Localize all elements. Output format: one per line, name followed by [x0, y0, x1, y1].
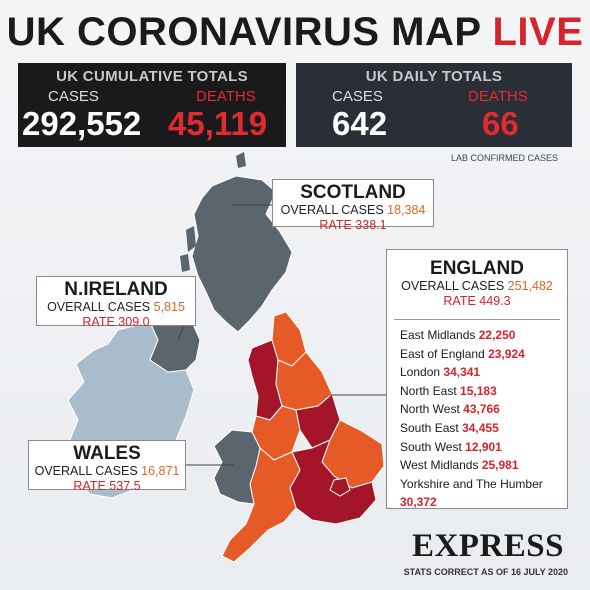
scotland-rate: RATE 338.1 [319, 218, 387, 232]
region-value: 34,341 [443, 365, 481, 380]
region-name: South East [400, 420, 459, 435]
england-regions-list: East Midlands 22,250 East of England 23,… [387, 326, 567, 512]
cumulative-cases-value: 292,552 [22, 105, 142, 142]
region-item: 30,372 [400, 493, 567, 512]
region-name: West Midlands [400, 458, 479, 473]
region-name: London [400, 365, 441, 380]
region-name: East of England [400, 346, 485, 361]
cumulative-deaths-value: 45,119 [168, 105, 268, 142]
cumulative-totals-panel: UK CUMULATIVE TOTALS CASES DEATHS 292,55… [18, 63, 286, 147]
region-item: North West 43,766 [400, 400, 567, 419]
wales-overall: OVERALL CASES 16,871 [29, 464, 185, 479]
scotland-overall-label: OVERALL CASES [280, 203, 384, 217]
region-item: East of England 23,924 [400, 345, 567, 364]
cumulative-deaths-label: DEATHS [196, 88, 256, 105]
scotland-islands [180, 152, 246, 272]
region-item: South West 12,901 [400, 438, 567, 457]
page-title: UK CORONAVIRUS MAP LIVE [0, 10, 590, 55]
region-item: North East 15,183 [400, 382, 567, 401]
daily-cases-label: CASES [332, 88, 383, 105]
region-item: East Midlands 22,250 [400, 326, 567, 345]
wales-overall-value: 16,871 [141, 464, 180, 478]
region-value: 43,766 [463, 402, 500, 417]
region-value: 22,250 [478, 328, 516, 342]
express-logo: EXPRESS [411, 528, 565, 564]
wales-rate: RATE 537.5 [73, 479, 141, 493]
region-value: 25,981 [481, 458, 519, 473]
england-rate: RATE 449.3 [443, 294, 511, 308]
region-name: South West [400, 439, 462, 454]
wales-name: WALES [73, 443, 141, 464]
england-info-box: ENGLAND OVERALL CASES 251,482 RATE 449.3… [386, 249, 568, 509]
daily-cases-value: 642 [332, 105, 388, 142]
region-name: North East [400, 383, 457, 398]
region-item: London 34,341 [400, 363, 567, 382]
wales-overall-label: OVERALL CASES [34, 464, 138, 478]
scotland-info-box: SCOTLAND OVERALL CASES 18,384 RATE 338.1 [272, 179, 434, 232]
region-value: 12,901 [465, 439, 502, 454]
england-overall-value: 251,482 [507, 279, 553, 293]
n-ireland-overall-value: 5,815 [153, 300, 185, 314]
title-main: UK CORONAVIRUS MAP [6, 10, 481, 54]
region-item: West Midlands 25,981 [400, 456, 567, 475]
england-overall: OVERALL CASES 251,482 [387, 279, 567, 294]
region-value: 34,455 [462, 420, 499, 435]
region-name: Yorkshire and The Humber [400, 476, 543, 491]
daily-deaths-value: 66 [482, 105, 519, 142]
region-item: South East 34,455 [400, 419, 567, 438]
n-ireland-info-box: N.IRELAND OVERALL CASES 5,815 RATE 309.0 [36, 276, 196, 329]
region-name: East Midlands [400, 328, 476, 342]
daily-title: UK DAILY TOTALS [365, 68, 503, 85]
n-ireland-name: N.IRELAND [64, 279, 168, 300]
scotland-name: SCOTLAND [300, 182, 406, 203]
n-ireland-rate: RATE 309.0 [82, 315, 150, 329]
england-name: ENGLAND [430, 258, 524, 279]
region-item: Yorkshire and The Humber [400, 475, 567, 494]
n-ireland-overall-label: OVERALL CASES [47, 300, 151, 314]
daily-deaths-label: DEATHS [468, 88, 528, 105]
n-ireland-overall: OVERALL CASES 5,815 [37, 300, 195, 315]
england-divider [394, 319, 560, 320]
region-value: 30,372 [400, 495, 437, 510]
cumulative-title: UK CUMULATIVE TOTALS [56, 68, 248, 85]
region-value: 23,924 [488, 346, 525, 361]
england-london [329, 477, 351, 497]
region-name: North West [400, 402, 460, 417]
scotland-overall-value: 18,384 [387, 203, 426, 217]
region-value: 15,183 [460, 383, 497, 398]
title-live: LIVE [492, 10, 584, 54]
wales-info-box: WALES OVERALL CASES 16,871 RATE 537.5 [28, 440, 186, 493]
scotland-overall: OVERALL CASES 18,384 [273, 203, 433, 218]
stats-date-note: STATS CORRECT AS OF 16 JULY 2020 [403, 567, 568, 577]
cumulative-cases-label: CASES [48, 88, 99, 105]
england-overall-label: OVERALL CASES [401, 279, 505, 293]
lab-confirmed-note: LAB CONFIRMED CASES [450, 153, 558, 163]
daily-totals-panel: UK DAILY TOTALS CASES DEATHS 642 66 [296, 63, 572, 147]
wales-region [213, 429, 261, 505]
